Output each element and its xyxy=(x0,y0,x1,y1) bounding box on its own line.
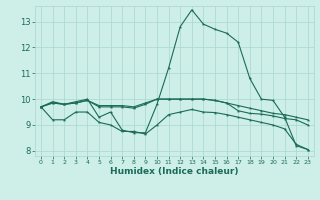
X-axis label: Humidex (Indice chaleur): Humidex (Indice chaleur) xyxy=(110,167,239,176)
